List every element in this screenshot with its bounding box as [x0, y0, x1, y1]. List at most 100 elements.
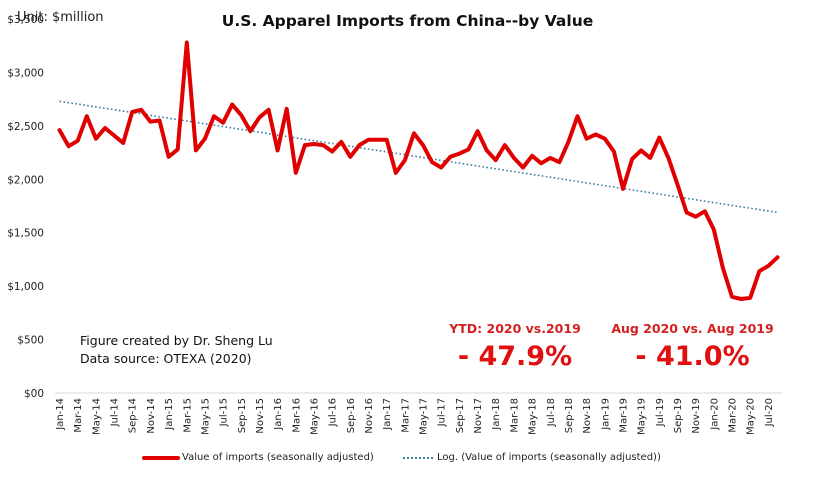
- data-point: [448, 155, 452, 159]
- data-point: [103, 126, 107, 130]
- data-point: [657, 136, 661, 140]
- y-tick-label: $1,000: [7, 281, 44, 293]
- data-point: [221, 121, 225, 125]
- data-point: [503, 143, 507, 147]
- data-point: [348, 155, 352, 159]
- legend-swatch-dotted: [403, 456, 433, 459]
- data-point: [648, 156, 652, 160]
- data-point: [466, 147, 470, 151]
- x-tick-label: May-15: [200, 398, 211, 435]
- x-tick-label: Jan-19: [600, 398, 611, 431]
- x-tick-label: Jan-15: [164, 398, 175, 431]
- data-point: [248, 129, 252, 133]
- data-point: [112, 133, 116, 137]
- x-axis: Jan-14 Mar-14 May-14 Jul-14 Sep-14 Nov-14 Jan-…: [55, 398, 775, 435]
- x-tick-label: May-17: [419, 398, 430, 435]
- data-point: [703, 209, 707, 213]
- x-tick-label: Mar-18: [509, 398, 520, 433]
- data-point: [212, 114, 216, 118]
- x-tick-label: Jul-16: [328, 398, 339, 427]
- legend-item-trend: Log. (Value of imports (seasonally adjus…: [403, 452, 661, 463]
- series-line: [57, 40, 780, 301]
- data-point: [494, 158, 498, 162]
- credit-source: Data source: OTEXA (2020): [80, 351, 252, 366]
- x-tick-label: Mar-17: [400, 398, 411, 433]
- data-point: [639, 148, 643, 152]
- aug-value: - 41.0%: [635, 341, 750, 372]
- data-point: [376, 138, 380, 142]
- x-tick-label: Nov-19: [691, 398, 702, 434]
- data-point: [485, 148, 489, 152]
- data-point: [167, 155, 171, 159]
- data-point: [230, 102, 234, 106]
- data-point: [594, 132, 598, 136]
- x-tick-label: Jul-19: [655, 398, 666, 427]
- data-point: [612, 150, 616, 154]
- y-tick-label: $00: [24, 388, 44, 400]
- data-point: [512, 156, 516, 160]
- y-axis: $00 $500 $1,000 $1,500 $2,000 $2,500 $3,000 $3,…: [7, 14, 44, 400]
- data-point: [739, 297, 743, 301]
- aug-label: Aug 2020 vs. Aug 2019: [611, 321, 774, 336]
- x-tick-label: Sep-16: [346, 398, 357, 433]
- x-tick-label: Jul-14: [110, 398, 121, 427]
- x-tick-label: Jul-20: [764, 398, 775, 427]
- data-point: [385, 138, 389, 142]
- data-point: [239, 113, 243, 117]
- data-point: [712, 228, 716, 232]
- data-point: [285, 107, 289, 111]
- x-tick-label: Jan-16: [273, 398, 284, 431]
- data-point: [257, 115, 261, 119]
- x-tick-label: Mar-14: [73, 398, 84, 433]
- data-point: [585, 137, 589, 141]
- y-tick-label: $2,500: [7, 121, 44, 133]
- data-point: [85, 114, 89, 118]
- data-point: [757, 269, 761, 273]
- data-point: [194, 148, 198, 152]
- x-tick-label: Mar-20: [728, 398, 739, 433]
- unit-label: Unit: $million: [17, 10, 104, 25]
- data-point: [121, 141, 125, 145]
- data-point: [476, 129, 480, 133]
- x-tick-label: Jan-20: [709, 398, 720, 431]
- data-point: [430, 160, 434, 164]
- data-point: [457, 152, 461, 156]
- data-point: [666, 156, 670, 160]
- data-point: [421, 143, 425, 147]
- data-point: [621, 187, 625, 191]
- data-point: [357, 143, 361, 147]
- data-point: [412, 131, 416, 135]
- chart-title: U.S. Apparel Imports from China--by Valu…: [221, 12, 594, 30]
- data-point: [94, 137, 98, 141]
- ytd-label: YTD: 2020 vs.2019: [449, 321, 581, 336]
- data-point: [67, 144, 71, 148]
- x-tick-label: Nov-15: [255, 398, 266, 434]
- x-tick-label: Nov-18: [582, 398, 593, 434]
- x-tick-label: Sep-15: [237, 398, 248, 433]
- data-point: [58, 128, 62, 132]
- data-point: [185, 41, 189, 45]
- x-tick-label: Jul-17: [437, 398, 448, 427]
- x-tick-label: Jul-18: [546, 398, 557, 427]
- data-point: [276, 148, 280, 152]
- data-point: [203, 137, 207, 141]
- x-tick-label: Sep-14: [128, 398, 139, 433]
- data-point: [721, 266, 725, 270]
- data-point: [294, 171, 298, 175]
- data-point: [557, 160, 561, 164]
- x-tick-label: Jul-15: [219, 398, 230, 427]
- data-point: [76, 139, 80, 143]
- x-tick-label: May-18: [528, 398, 539, 435]
- x-tick-label: May-20: [746, 398, 757, 435]
- data-point: [530, 154, 534, 158]
- x-tick-label: Mar-15: [182, 398, 193, 433]
- data-point: [403, 158, 407, 162]
- legend-item-series: Value of imports (seasonally adjusted): [142, 452, 374, 463]
- data-point: [321, 143, 325, 147]
- data-point: [312, 142, 316, 146]
- ytd-value: - 47.9%: [457, 341, 573, 372]
- data-point: [694, 215, 698, 219]
- data-point: [139, 108, 143, 112]
- data-point: [685, 210, 689, 214]
